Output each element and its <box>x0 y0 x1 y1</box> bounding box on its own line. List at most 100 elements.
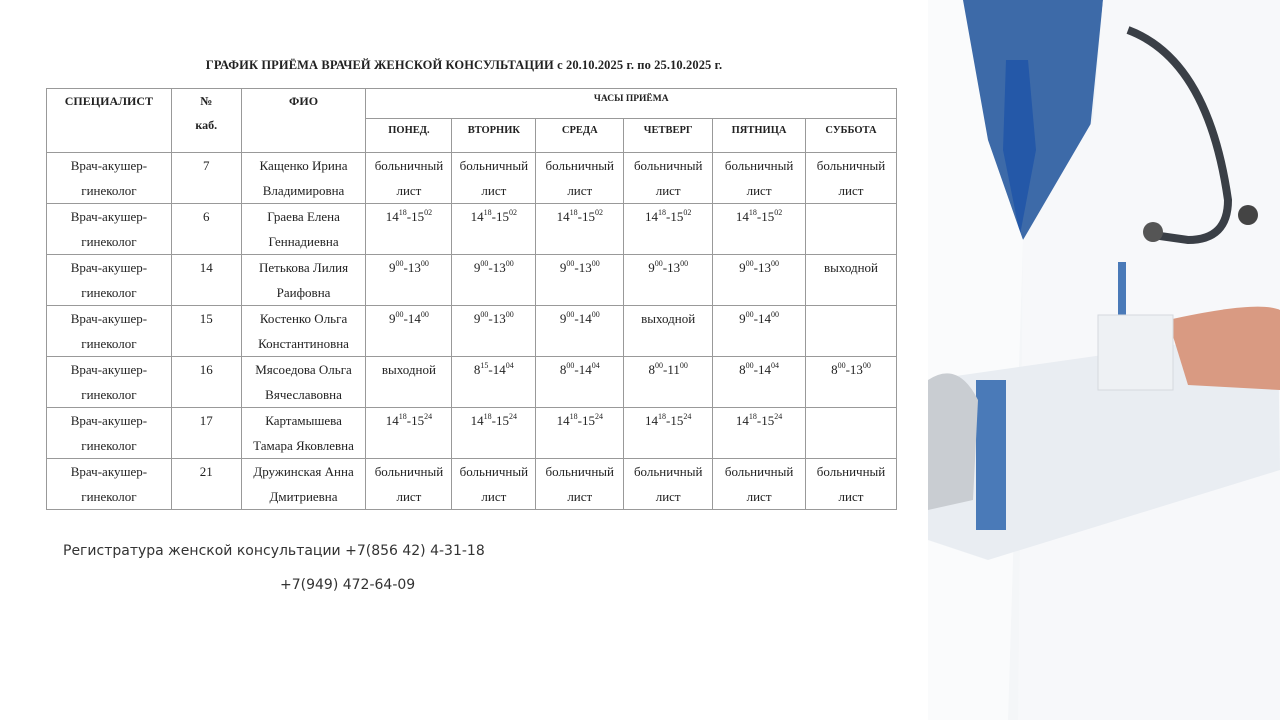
name-cell-line: Тамара Яковлевна <box>253 438 354 453</box>
name-cell-line: Вячеславовна <box>265 387 342 402</box>
specialist-cell: Врач-акушер-гинеколог <box>46 458 172 510</box>
day-cell-hours: 800-1300 <box>805 356 897 408</box>
day-cell-line: лист <box>481 489 507 504</box>
hours: 14 <box>492 362 506 377</box>
day-cell-line: выходной <box>823 260 879 275</box>
table-row: Врач-акушер-гинеколог 7 Кащенко Ирина Влади… <box>46 152 897 204</box>
day-cell-line: выходной <box>641 311 696 326</box>
day-cell-line: лист <box>655 489 681 504</box>
day-cell-hours: 1418-1524 <box>623 407 714 459</box>
name-cell: Граева Елена Геннадиевна <box>240 203 367 255</box>
day-cell: больничный лист <box>805 458 897 510</box>
day-cell-hours: 1418-1524 <box>535 407 625 459</box>
day-cell-line: лист <box>396 183 422 198</box>
day-cell: больничный лист <box>805 152 897 204</box>
minutes: 02 <box>683 208 692 217</box>
minutes: 00 <box>770 259 779 268</box>
minutes: 18 <box>748 208 757 217</box>
specialist-cell-line: Врач-акушер- <box>70 260 148 275</box>
day-cell-hours: 815-1404 <box>451 356 537 408</box>
day-cell-line: больничный <box>374 464 444 479</box>
day-cell: выходной <box>805 254 897 306</box>
name-cell: Дружинская Анна Дмитриевна <box>240 458 367 510</box>
hours: 14 <box>645 413 658 428</box>
day-cell-hours: 1418-1502 <box>365 203 453 255</box>
room-cell: 6 <box>170 203 242 255</box>
minutes: 00 <box>566 361 575 370</box>
hours: 15 <box>411 413 425 428</box>
name-cell-line: Кащенко Ирина <box>259 158 348 173</box>
minutes: 00 <box>420 259 429 268</box>
day-cell-hours: 800-1404 <box>712 356 807 408</box>
header-room: № каб. <box>170 88 242 153</box>
hours: 9 <box>389 311 396 326</box>
day-cell <box>805 407 897 459</box>
specialist-cell: Врач-акушер-гинеколог <box>46 152 172 204</box>
day-cell: больничный лист <box>451 152 537 204</box>
name-cell: Костенко Ольга Константиновна <box>240 305 367 357</box>
header-day: ПЯТНИЦА <box>712 118 807 153</box>
header-day: ПОНЕД. <box>365 118 453 153</box>
hours: 8 <box>559 362 567 377</box>
day-cell: больничный лист <box>451 458 537 510</box>
day-cell-line: больничный <box>724 464 794 479</box>
minutes: 18 <box>658 208 666 217</box>
hours: 15 <box>496 413 510 428</box>
minutes: 00 <box>654 361 663 370</box>
hours: 9 <box>559 311 567 326</box>
day-cell-line: лист <box>655 183 681 198</box>
room-cell: 16 <box>170 356 242 408</box>
minutes: 00 <box>837 361 846 370</box>
day-cell-line: больничный <box>545 158 614 173</box>
day-cell-line: выходной <box>381 362 436 377</box>
room-cell: 17 <box>170 407 242 459</box>
day-cell: больничный лист <box>623 458 714 510</box>
doctor-photo <box>928 0 1280 720</box>
day-cell-hours: 800-1100 <box>623 356 714 408</box>
specialist-cell-line: Врач-акушер- <box>70 362 148 377</box>
specialist-cell: Врач-акушер-гинеколог <box>46 203 172 255</box>
minutes: 02 <box>424 208 433 217</box>
name-cell-line: Костенко Ольга <box>259 311 348 326</box>
minutes: 00 <box>745 259 754 268</box>
hours: 15 <box>581 209 595 224</box>
hours: 13 <box>407 260 421 275</box>
hours: 14 <box>556 413 570 428</box>
specialist-cell-line: гинеколог <box>81 183 137 198</box>
day-cell-line: лист <box>567 183 593 198</box>
day-cell: больничный лист <box>365 152 453 204</box>
specialist-cell-line: гинеколог <box>81 438 137 453</box>
day-cell: больничный лист <box>365 458 453 510</box>
day-cell-hours: 900-1400 <box>712 305 807 357</box>
hours: 9 <box>473 260 481 275</box>
day-cell-hours: 900-1400 <box>535 305 625 357</box>
day-cell-line: больничный <box>816 464 886 479</box>
header-day: ВТОРНИК <box>451 118 537 153</box>
hours: 8 <box>831 362 838 377</box>
hours: 11 <box>667 362 680 377</box>
hours: 15 <box>496 209 510 224</box>
name-cell-line: Владимировна <box>262 183 345 198</box>
hours: 15 <box>670 413 684 428</box>
minutes: 00 <box>770 310 779 319</box>
minutes: 00 <box>505 310 514 319</box>
minutes: 02 <box>774 208 783 217</box>
header-day: СРЕДА <box>535 118 625 153</box>
name-cell: Петькова Лилия Раифовна <box>240 254 367 306</box>
minutes: 02 <box>509 208 518 217</box>
day-cell-hours: 900-1300 <box>623 254 714 306</box>
specialist-cell-line: Врач-акушер- <box>70 413 148 428</box>
minutes: 00 <box>395 259 404 268</box>
header-day: ЧЕТВЕРГ <box>623 118 714 153</box>
minutes: 04 <box>591 361 600 370</box>
hours: 14 <box>556 209 570 224</box>
minutes: 00 <box>480 310 489 319</box>
header-specialist: СПЕЦИАЛИСТ <box>46 88 172 153</box>
minutes: 18 <box>748 412 757 421</box>
name-cell-line: Дмитриевна <box>269 489 338 504</box>
hours: 9 <box>389 260 396 275</box>
table-row: Врач-акушер-гинеколог 6 Граева Елена Геннад… <box>46 203 897 255</box>
header-name: ФИО <box>240 88 367 153</box>
name-cell-line: Раифовна <box>276 285 331 300</box>
hours: 15 <box>581 413 595 428</box>
